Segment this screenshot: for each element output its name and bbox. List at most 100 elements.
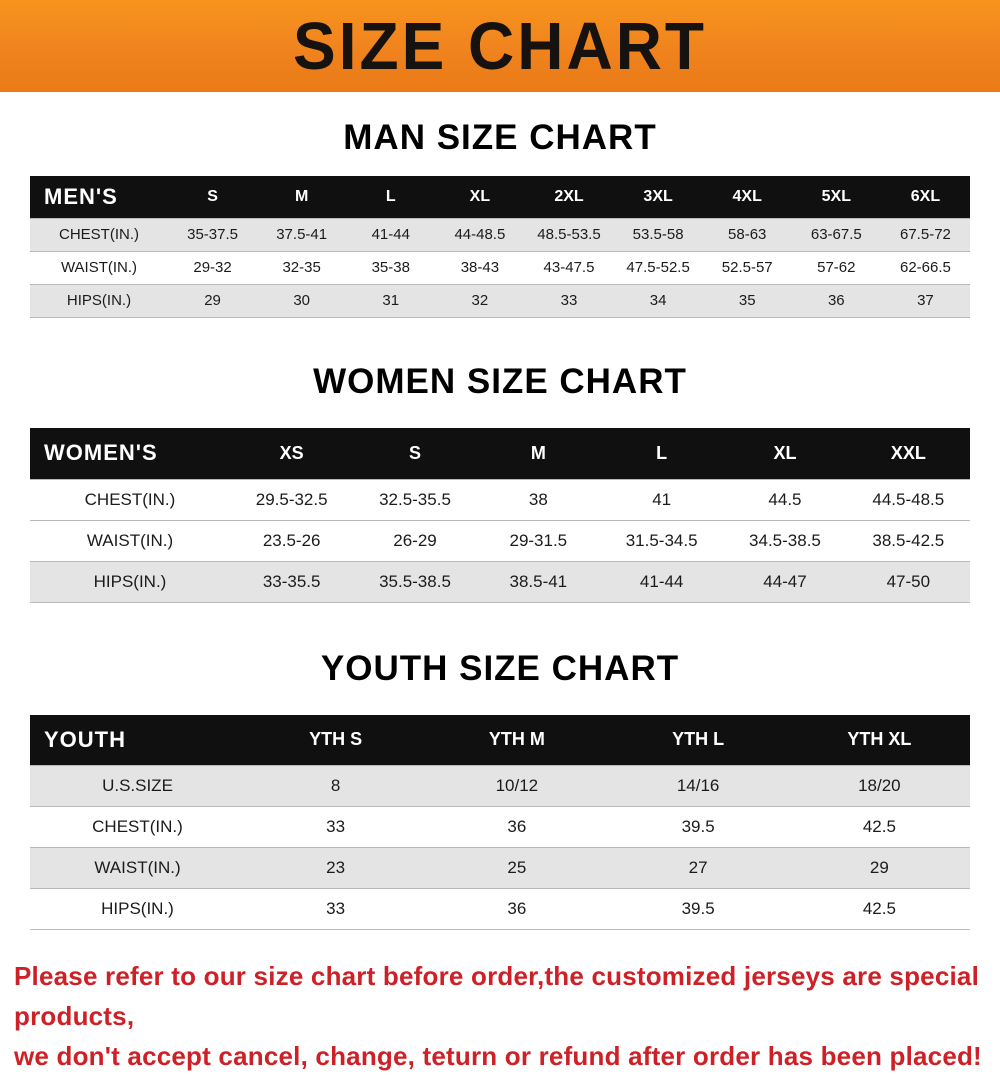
table-row: HIPS(IN.) 33 36 39.5 42.5 [30,888,970,930]
value-cell: 35-38 [346,251,436,285]
value-cell: 39.5 [607,888,789,930]
value-cell: 63-67.5 [791,217,881,252]
table-header-row: YOUTH YTH S YTH M YTH L YTH XL [30,715,970,765]
size-header-cell: S [207,187,218,205]
table-title-cell: WOMEN'S [44,440,158,466]
size-header-cell: XS [279,442,304,463]
table-row: U.S.SIZE 8 10/12 14/16 18/20 [30,764,970,807]
value-cell: 36 [426,888,608,930]
value-cell: 58-63 [702,217,792,252]
value-cell: 33 [245,888,427,930]
man-size-section: MAN SIZE CHART MEN'S S M L XL 2XL 3XL 4XL 5XL 6XL… [0,118,1000,318]
size-header-cell: 3XL [643,187,673,205]
value-cell: 18/20 [788,764,970,807]
youth-size-table: YOUTH YTH S YTH M YTH L YTH XL U.S.SIZE 8 10/12… [30,715,970,930]
size-header-cell: M [530,442,546,463]
women-size-heading: WOMEN SIZE CHART [313,361,687,401]
value-cell: 29.5-32.5 [230,479,354,521]
value-cell: 8 [245,764,427,807]
value-cell: 33-35.5 [230,561,354,603]
table-row: WAIST(IN.) 29-32 32-35 35-38 38-43 43-47.5 47.… [30,251,970,285]
value-cell: 27 [607,847,789,889]
youth-size-heading: YOUTH SIZE CHART [320,649,680,688]
row-label-cell: HIPS(IN.) [30,561,230,603]
value-cell: 41 [599,479,724,521]
row-label-cell: CHEST(IN.) [30,479,230,521]
value-cell: 25 [426,847,608,889]
value-cell: 31.5-34.5 [599,520,724,562]
value-cell: 26-29 [353,520,477,562]
row-label-cell: WAIST(IN.) [30,847,245,889]
row-label-cell: HIPS(IN.) [30,284,168,318]
value-cell: 44-47 [723,561,847,603]
size-header-cell: L [385,187,396,205]
value-cell: 36 [426,806,608,848]
value-cell: 29-32 [168,251,258,285]
size-header-cell: XL [469,187,491,205]
value-cell: 44.5 [723,479,847,521]
value-cell: 33 [524,284,614,318]
size-header-cell: 5XL [821,187,851,205]
value-cell: 41-44 [599,561,724,603]
size-header-cell: S [408,442,421,463]
value-cell: 23.5-26 [230,520,354,562]
table-row: CHEST(IN.) 35-37.5 37.5-41 41-44 44-48.5 48.5… [30,217,970,252]
row-label-cell: CHEST(IN.) [30,217,168,252]
size-header-cell: 6XL [910,187,941,205]
value-cell: 29 [168,284,258,318]
value-cell: 23 [245,847,427,889]
value-cell: 44.5-48.5 [846,479,970,521]
size-header-cell: L [656,442,668,463]
value-cell: 52.5-57 [702,251,792,285]
value-cell: 38-43 [435,251,525,285]
value-cell: 14/16 [607,764,789,807]
row-label-cell: HIPS(IN.) [30,888,245,930]
row-label-cell: WAIST(IN.) [30,520,230,562]
value-cell: 35.5-38.5 [353,561,477,603]
value-cell: 35 [702,284,792,318]
value-cell: 31 [346,284,436,318]
size-header-cell: XL [773,442,797,463]
size-header-cell: XXL [890,442,926,463]
value-cell: 62-66.5 [880,251,970,285]
footer-note: Please refer to our size chart before or… [14,956,1000,1076]
value-cell: 47.5-52.5 [613,251,703,285]
table-header-row: WOMEN'S XS S M L XL XXL [30,427,970,480]
value-cell: 37 [880,284,970,318]
value-cell: 47-50 [846,561,970,603]
size-header-cell: YTH M [488,729,545,750]
youth-size-section: YOUTH SIZE CHART YOUTH YTH S YTH M YTH L YTH… [0,649,1000,930]
value-cell: 32-35 [257,251,347,285]
value-cell: 35-37.5 [168,217,258,252]
size-header-cell: 2XL [554,187,584,205]
table-row: HIPS(IN.) 33-35.5 35.5-38.5 38.5-41 41-44 44-… [30,561,970,603]
row-label-cell: U.S.SIZE [30,764,245,807]
value-cell: 57-62 [791,251,881,285]
value-cell: 41-44 [346,217,436,252]
size-header-cell: M [295,187,309,205]
value-cell: 42.5 [788,888,970,930]
value-cell: 34 [613,284,703,318]
size-header-cell: YTH XL [847,729,912,750]
row-label-cell: CHEST(IN.) [30,806,245,848]
man-size-heading: MAN SIZE CHART [343,118,657,157]
value-cell: 42.5 [788,806,970,848]
table-row: CHEST(IN.) 33 36 39.5 42.5 [30,806,970,848]
value-cell: 10/12 [426,764,608,807]
value-cell: 44-48.5 [435,217,525,252]
value-cell: 38 [476,479,600,521]
footer-note-line: Please refer to our size chart before or… [14,960,980,1031]
value-cell: 34.5-38.5 [723,520,847,562]
table-title-cell: YOUTH [44,726,126,752]
value-cell: 36 [791,284,881,318]
table-row: WAIST(IN.) 23 25 27 29 [30,847,970,889]
value-cell: 29-31.5 [476,520,600,562]
value-cell: 37.5-41 [257,217,347,252]
value-cell: 32 [435,284,525,318]
footer-note-line: we don't accept cancel, change, teturn o… [14,1040,982,1071]
table-row: CHEST(IN.) 29.5-32.5 32.5-35.5 38 41 44.5 44.5… [30,479,970,521]
value-cell: 67.5-72 [880,217,970,252]
value-cell: 53.5-58 [613,217,703,252]
women-size-section: WOMEN SIZE CHART WOMEN'S XS S M L XL XXL CHEST(… [0,361,1000,603]
size-header-cell: 4XL [732,187,762,205]
